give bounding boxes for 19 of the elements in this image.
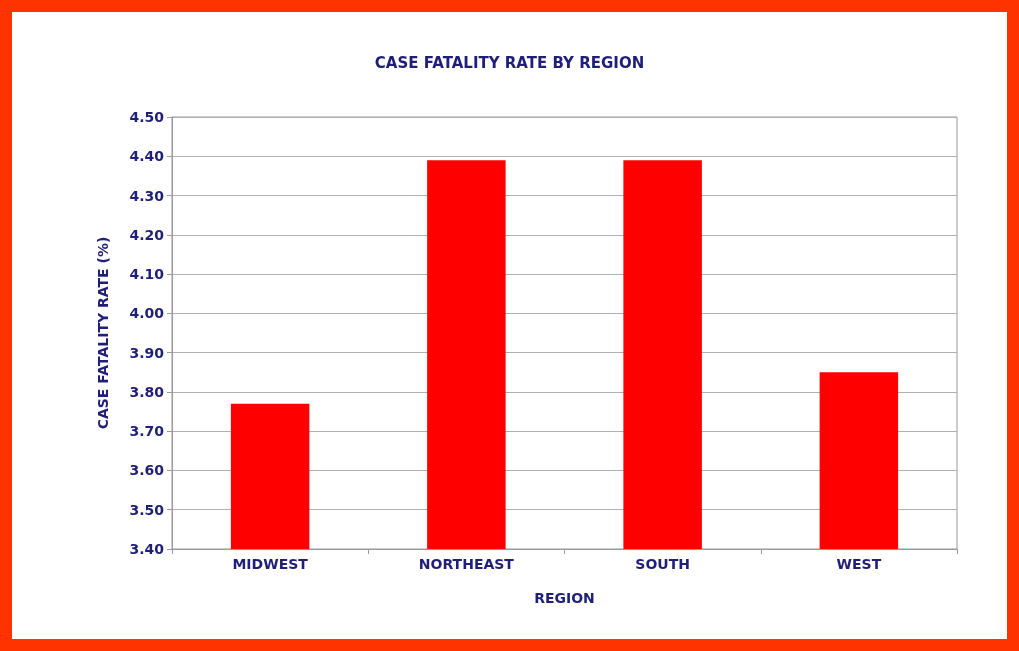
x-tick-label: WEST xyxy=(836,556,882,572)
y-tick-label: 3.70 xyxy=(129,423,165,440)
y-tick-label: 3.90 xyxy=(129,344,165,361)
x-axis-title: REGION xyxy=(534,590,595,606)
x-tick-label: NORTHEAST xyxy=(418,556,515,572)
y-tick-label: 4.50 xyxy=(129,109,165,125)
y-tick-label: 3.40 xyxy=(129,541,165,557)
chart-title: CASE FATALITY RATE BY REGION xyxy=(374,53,645,72)
y-tick-label: 4.30 xyxy=(129,187,165,204)
x-tick-label: SOUTH xyxy=(635,556,690,572)
y-axis-title: CASE FATALITY RATE (%) xyxy=(95,236,111,430)
y-tick-label: 3.60 xyxy=(129,462,165,479)
x-tick-label: MIDWEST xyxy=(232,556,309,572)
y-tick-label: 3.80 xyxy=(129,383,165,400)
y-tick-label: 4.00 xyxy=(129,305,165,322)
y-tick-label: 4.40 xyxy=(129,148,165,165)
y-tick-label: 4.20 xyxy=(129,226,165,243)
y-tick-label: 3.50 xyxy=(129,501,165,518)
y-tick-label: 4.10 xyxy=(129,266,165,283)
